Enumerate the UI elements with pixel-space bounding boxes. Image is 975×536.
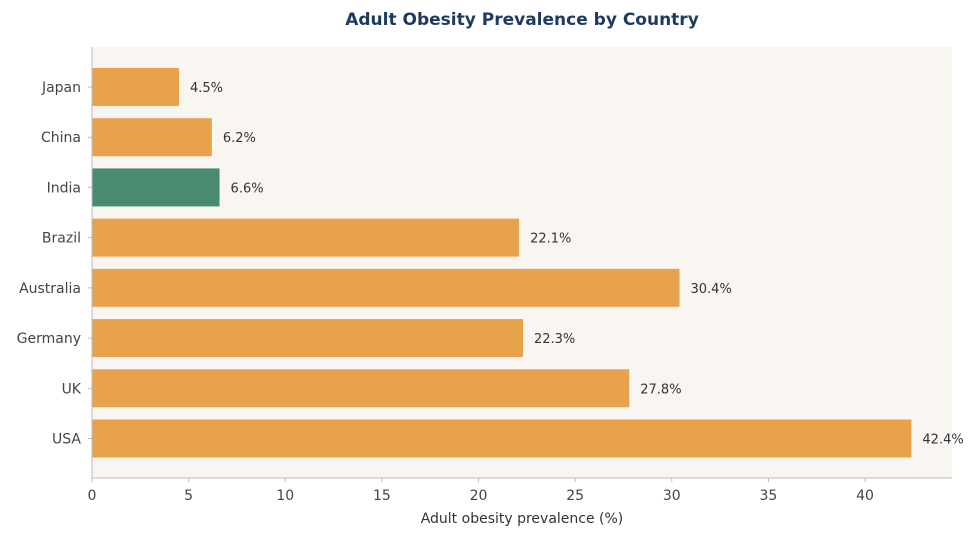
bar-usa bbox=[92, 419, 912, 458]
data-label-germany: 22.3% bbox=[534, 332, 575, 347]
bar-germany bbox=[92, 319, 523, 358]
bar-brazil bbox=[92, 218, 520, 257]
x-tick-label-20: 20 bbox=[470, 488, 488, 504]
x-tick-label-35: 35 bbox=[759, 488, 777, 504]
y-tick-label-australia: Australia bbox=[19, 281, 81, 297]
chart-title: Adult Obesity Prevalence by Country bbox=[345, 10, 699, 30]
plot-area bbox=[92, 47, 952, 478]
data-label-brazil: 22.1% bbox=[530, 232, 571, 247]
y-tick-label-brazil: Brazil bbox=[42, 231, 81, 247]
y-tick-label-usa: USA bbox=[52, 432, 81, 448]
bar-japan bbox=[92, 68, 179, 106]
x-axis-label: Adult obesity prevalence (%) bbox=[421, 511, 624, 527]
x-axis: 0 5 10 15 20 25 30 35 40 bbox=[88, 478, 874, 504]
y-tick-label-india: India bbox=[47, 180, 81, 196]
data-label-japan: 4.5% bbox=[190, 81, 223, 96]
x-tick-label-15: 15 bbox=[373, 488, 391, 504]
y-tick-labels: Japan China India Brazil Australia Germany UK U… bbox=[17, 80, 92, 448]
x-tick-label-25: 25 bbox=[566, 488, 584, 504]
y-tick-label-uk: UK bbox=[62, 381, 82, 397]
x-tick-label-5: 5 bbox=[184, 488, 193, 504]
data-label-usa: 42.4% bbox=[922, 433, 963, 448]
x-tick-label-10: 10 bbox=[276, 488, 294, 504]
bar-uk bbox=[92, 369, 630, 408]
data-label-china: 6.2% bbox=[223, 131, 256, 146]
y-tick-label-germany: Germany bbox=[17, 331, 81, 347]
data-label-australia: 30.4% bbox=[691, 282, 732, 297]
bar-india bbox=[92, 168, 220, 207]
x-tick-label-30: 30 bbox=[663, 488, 681, 504]
x-tick-label-0: 0 bbox=[88, 488, 97, 504]
bar-australia bbox=[92, 268, 680, 307]
y-tick-label-china: China bbox=[41, 130, 81, 146]
bars-group: 4.5% 6.2% 6.6% 22.1% 30.4% 22.3% 27.8% 42.4% bbox=[92, 68, 964, 458]
x-tick-label-40: 40 bbox=[856, 488, 874, 504]
bar-china bbox=[92, 118, 212, 157]
data-label-uk: 27.8% bbox=[640, 382, 681, 397]
y-tick-label-japan: Japan bbox=[41, 80, 81, 96]
data-label-india: 6.6% bbox=[231, 181, 264, 196]
